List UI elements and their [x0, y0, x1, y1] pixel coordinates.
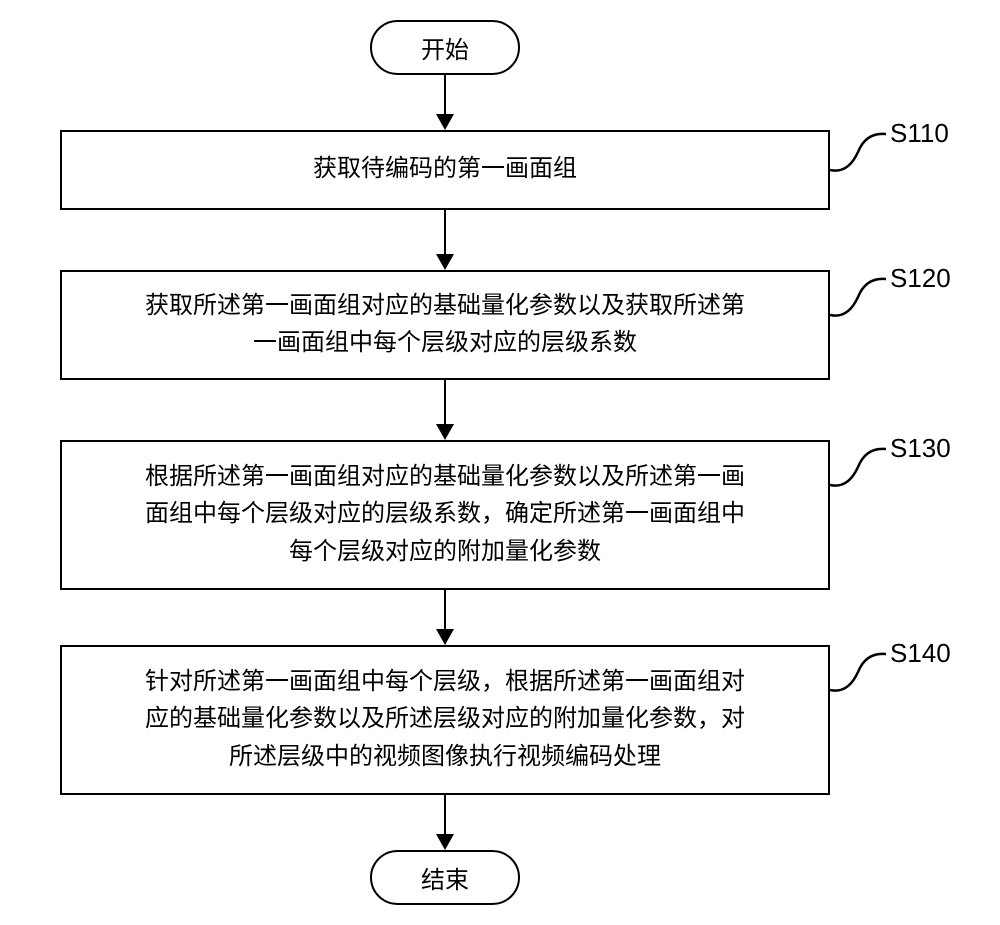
terminator-start: 开始: [370, 20, 520, 75]
flowchart-canvas: 开始 获取待编码的第一画面组 S110 获取所述第一画面组对应的基础量化参数以及…: [0, 0, 1000, 925]
step-label-s110: S110: [890, 118, 949, 149]
process-s130: 根据所述第一画面组对应的基础量化参数以及所述第一画面组中每个层级对应的层级系数，…: [60, 440, 830, 590]
arrow-head: [436, 424, 454, 440]
step-label-s140: S140: [890, 638, 951, 669]
terminator-end: 结束: [370, 850, 520, 905]
terminator-end-label: 结束: [421, 860, 469, 895]
connector-curve: [830, 275, 888, 320]
process-s110-text: 获取待编码的第一画面组: [313, 151, 577, 188]
step-label-s130: S130: [890, 433, 951, 464]
step-label-s120: S120: [890, 263, 951, 294]
connector-curve: [830, 650, 888, 695]
arrow-line: [444, 210, 446, 256]
process-s120: 获取所述第一画面组对应的基础量化参数以及获取所述第一画面组中每个层级对应的层级系…: [60, 270, 830, 380]
process-s110: 获取待编码的第一画面组: [60, 130, 830, 210]
process-s140-text: 针对所述第一画面组中每个层级，根据所述第一画面组对应的基础量化参数以及所述层级对…: [145, 664, 745, 776]
arrow-head: [436, 834, 454, 850]
arrow-line: [444, 380, 446, 426]
arrow-line: [444, 590, 446, 631]
arrow-head: [436, 254, 454, 270]
arrow-head: [436, 629, 454, 645]
process-s140: 针对所述第一画面组中每个层级，根据所述第一画面组对应的基础量化参数以及所述层级对…: [60, 645, 830, 795]
terminator-start-label: 开始: [421, 30, 469, 65]
connector-curve: [830, 445, 888, 490]
process-s130-text: 根据所述第一画面组对应的基础量化参数以及所述第一画面组中每个层级对应的层级系数，…: [145, 459, 745, 571]
process-s120-text: 获取所述第一画面组对应的基础量化参数以及获取所述第一画面组中每个层级对应的层级系…: [145, 288, 745, 362]
arrow-head: [436, 114, 454, 130]
connector-curve: [830, 130, 888, 175]
arrow-line: [444, 795, 446, 836]
arrow-line: [444, 75, 446, 116]
